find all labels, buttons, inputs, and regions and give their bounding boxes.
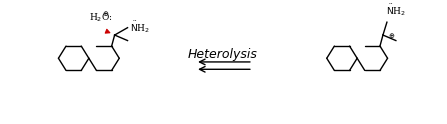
FancyArrowPatch shape bbox=[105, 29, 110, 33]
Text: $\ddot{\mathrm{N}}$H$_2$: $\ddot{\mathrm{N}}$H$_2$ bbox=[386, 3, 406, 18]
Text: H$_2$O:: H$_2$O: bbox=[89, 12, 113, 24]
Text: Heterolysis: Heterolysis bbox=[188, 48, 258, 61]
Text: $\oplus$: $\oplus$ bbox=[388, 31, 395, 40]
Text: $\oplus$: $\oplus$ bbox=[102, 9, 110, 18]
Text: $\ddot{\mathrm{N}}$H$_2$: $\ddot{\mathrm{N}}$H$_2$ bbox=[130, 19, 150, 34]
